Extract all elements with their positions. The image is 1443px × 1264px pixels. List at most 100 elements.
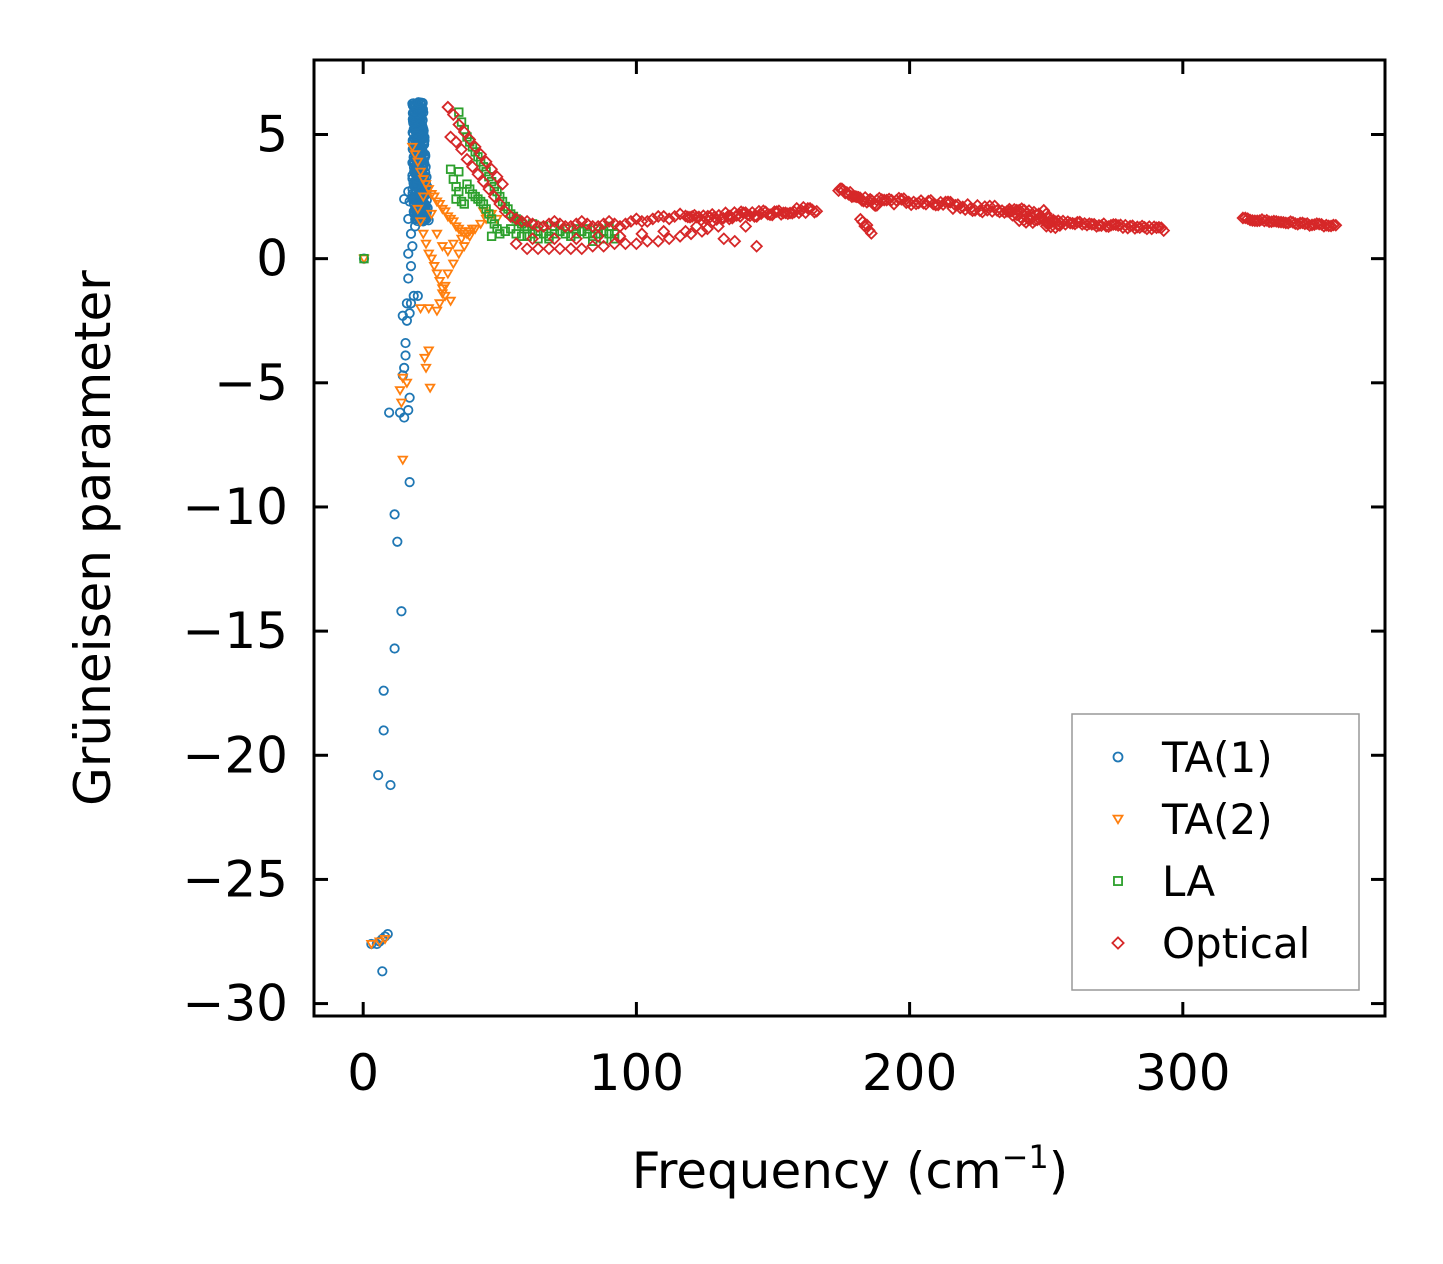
- series-optical: [441, 100, 1343, 256]
- data-point: [787, 205, 802, 219]
- data-point: [635, 227, 649, 241]
- data-point: [640, 214, 654, 228]
- plot-frame: [312, 58, 1387, 1018]
- data-point: [397, 455, 409, 466]
- data-point: [439, 207, 451, 218]
- data-point: [482, 182, 496, 196]
- data-point: [739, 219, 753, 233]
- data-point: [413, 97, 424, 108]
- data-point: [880, 193, 894, 207]
- data-point: [394, 386, 406, 397]
- data-point: [401, 298, 412, 309]
- data-point: [404, 308, 415, 319]
- y-tick-label: 0: [256, 230, 288, 288]
- x-axis-label-superscript: −1: [1002, 1138, 1049, 1176]
- x-axis-label-text: Frequency (cm: [632, 1142, 1002, 1200]
- data-point: [681, 210, 695, 224]
- data-point: [395, 398, 408, 409]
- y-tick-label: −10: [182, 478, 288, 536]
- data-point: [586, 219, 600, 233]
- data-point: [444, 296, 457, 307]
- data-point: [384, 407, 395, 418]
- data-point: [378, 685, 389, 696]
- data-point: [420, 363, 432, 374]
- data-point: [536, 219, 551, 233]
- data-point: [516, 231, 527, 241]
- data-point: [444, 214, 457, 225]
- data-point: [431, 306, 443, 317]
- data-point: [1329, 218, 1343, 232]
- data-point: [613, 229, 627, 243]
- data-point: [892, 191, 906, 205]
- data-point: [453, 249, 465, 260]
- data-point: [1295, 216, 1309, 230]
- data-point: [405, 228, 417, 239]
- data-point: [405, 260, 417, 272]
- data-point: [385, 779, 396, 791]
- x-axis-label-close: ): [1049, 1142, 1069, 1200]
- data-point: [810, 204, 824, 218]
- data-point: [425, 190, 438, 200]
- data-point: [476, 175, 490, 189]
- data-point: [404, 392, 415, 403]
- data-point: [446, 108, 460, 122]
- data-point: [436, 289, 449, 300]
- data-point: [409, 221, 421, 232]
- data-point: [657, 224, 671, 238]
- data-point: [425, 209, 438, 220]
- data-point: [392, 536, 403, 547]
- data-point: [864, 226, 878, 240]
- data-point: [1109, 218, 1123, 232]
- data-point: [436, 204, 449, 215]
- data-point: [406, 142, 419, 153]
- legend-marker: [1111, 814, 1125, 826]
- data-point: [635, 214, 649, 228]
- data-point: [399, 362, 410, 374]
- data-point: [441, 100, 455, 114]
- data-point: [500, 226, 510, 237]
- data-point: [455, 142, 469, 156]
- data-point: [389, 643, 400, 654]
- data-point: [436, 242, 449, 252]
- data-point: [629, 237, 643, 251]
- data-point: [455, 234, 468, 245]
- data-point: [422, 249, 435, 260]
- data-point: [466, 224, 479, 235]
- data-point: [414, 217, 427, 228]
- data-point: [470, 191, 480, 202]
- data-point: [467, 189, 478, 199]
- data-point: [526, 232, 540, 246]
- data-point: [433, 199, 446, 210]
- data-point: [481, 204, 491, 214]
- legend: TA(1) TA(2) LA Optical: [1071, 713, 1360, 991]
- data-point: [409, 150, 421, 161]
- data-point: [475, 157, 486, 167]
- data-point: [520, 242, 534, 256]
- data-point: [433, 276, 446, 287]
- data-point: [489, 219, 500, 229]
- data-point: [404, 477, 415, 488]
- data-point: [451, 194, 461, 204]
- data-point: [939, 195, 953, 209]
- data-point: [1157, 224, 1171, 238]
- data-point: [460, 152, 474, 166]
- data-point: [608, 237, 622, 251]
- data-point: [400, 337, 411, 349]
- data-point: [396, 606, 407, 617]
- data-point: [447, 217, 460, 228]
- data-point: [1324, 219, 1338, 233]
- data-point: [400, 350, 411, 361]
- data-point: [495, 177, 510, 191]
- data-point: [478, 199, 489, 209]
- data-point: [1236, 211, 1250, 225]
- data-point: [454, 167, 464, 177]
- data-point: [662, 212, 676, 226]
- data-point: [486, 214, 497, 224]
- data-point: [767, 205, 782, 219]
- data-point: [401, 378, 413, 389]
- data-point: [452, 118, 466, 132]
- y-tick-label: −25: [182, 850, 288, 908]
- data-point: [468, 140, 482, 154]
- data-point: [403, 248, 414, 259]
- data-point: [420, 180, 432, 190]
